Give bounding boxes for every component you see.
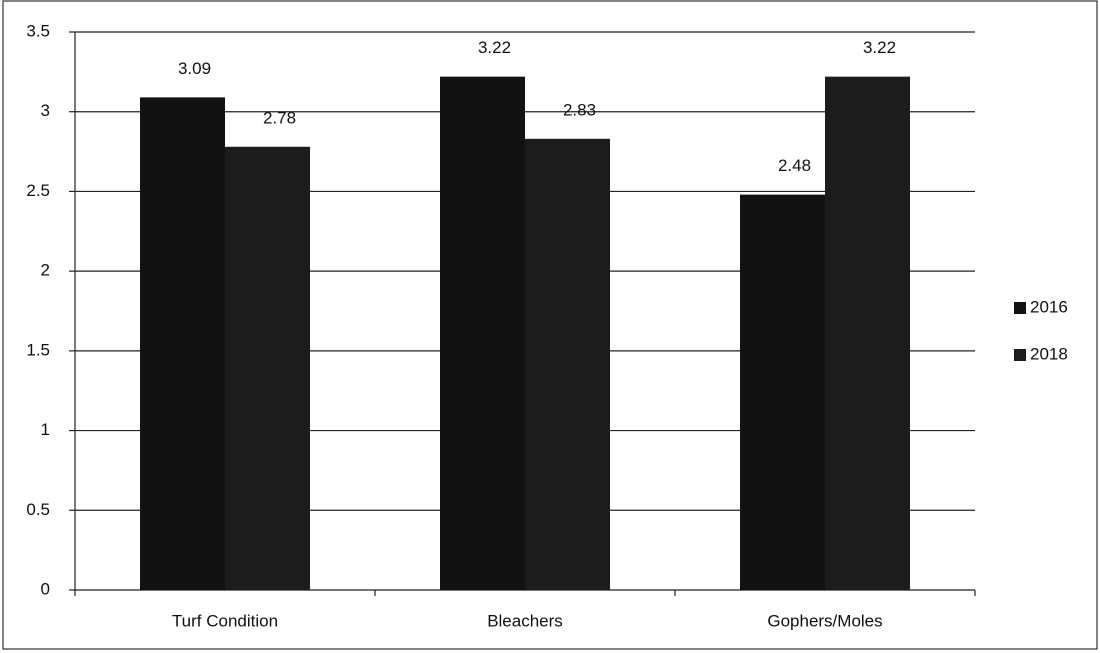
y-tick-label: 1.5 (26, 340, 50, 359)
data-label: 3.22 (478, 38, 511, 57)
data-label: 3.09 (178, 59, 211, 78)
bar (740, 194, 825, 591)
data-label: 2.83 (563, 100, 596, 119)
y-tick-label: 0.5 (26, 500, 50, 519)
bar (140, 97, 225, 590)
x-tick-label: Turf Condition (172, 611, 278, 630)
legend-swatch (1014, 349, 1026, 361)
y-tick-label: 3.5 (26, 21, 50, 40)
data-label: 2.78 (263, 108, 296, 127)
bar (825, 76, 910, 590)
bar (225, 146, 310, 590)
x-tick-label: Bleachers (487, 611, 563, 630)
y-tick-label: 1 (41, 420, 50, 439)
y-tick-label: 0 (41, 579, 50, 598)
legend-swatch (1014, 302, 1026, 314)
legend-label: 2016 (1030, 297, 1068, 316)
legend-label: 2018 (1030, 344, 1068, 363)
y-tick-label: 2 (41, 261, 50, 280)
data-label: 2.48 (778, 156, 811, 175)
x-tick-label: Gophers/Moles (767, 611, 882, 630)
y-tick-label: 2.5 (26, 181, 50, 200)
data-label: 3.22 (863, 38, 896, 57)
bar (525, 138, 610, 590)
bar (440, 76, 525, 590)
y-tick-label: 3 (41, 101, 50, 120)
